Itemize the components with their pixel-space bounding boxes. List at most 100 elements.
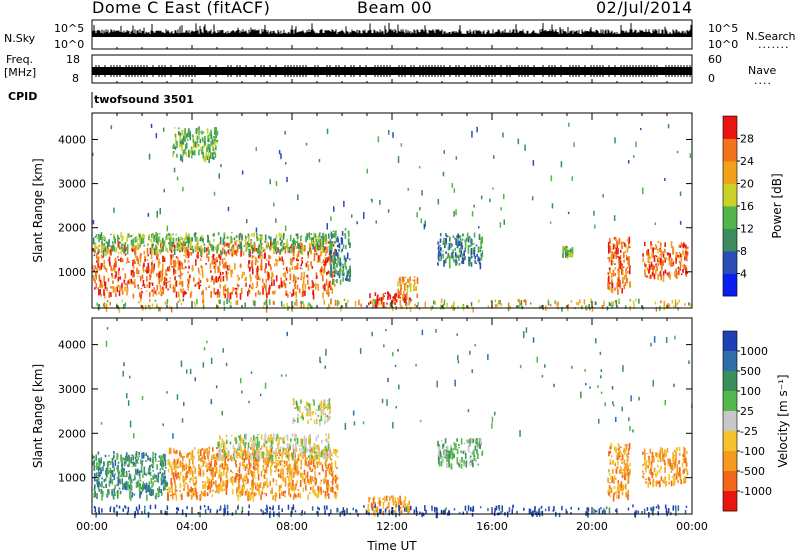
- power-cell: [402, 293, 404, 300]
- velocity-cell: [134, 463, 137, 468]
- velocity-cell: [448, 450, 451, 458]
- velocity-cell: [612, 460, 614, 465]
- power-cell: [678, 244, 681, 248]
- power-cell: [247, 264, 250, 269]
- velocity-speckle: [127, 506, 130, 513]
- power-cell: [241, 271, 244, 274]
- power-cell: [612, 270, 615, 277]
- velocity-speckle: [685, 505, 688, 508]
- velocity-cell: [110, 469, 113, 475]
- velocity-cell: [244, 454, 246, 457]
- power-cell: [217, 266, 219, 273]
- power-cell: [471, 239, 473, 246]
- velocity-cell: [141, 486, 143, 490]
- velocity-cell: [299, 416, 302, 419]
- velocity-cell: [244, 494, 247, 496]
- power-cell: [376, 296, 379, 304]
- power-cell: [462, 233, 464, 237]
- power-speckle: [676, 302, 679, 305]
- freq-tick-bottom: 8: [72, 72, 79, 85]
- cpid-label: CPID: [8, 90, 38, 103]
- power-speckle: [493, 155, 495, 159]
- power-cell: [98, 244, 101, 247]
- velocity-cell: [128, 473, 131, 477]
- velocity-cell: [612, 495, 615, 502]
- velocity-speckle: [278, 505, 280, 511]
- power-cell: [213, 287, 216, 294]
- velocity-cell: [172, 462, 174, 465]
- power-cell: [229, 249, 232, 252]
- power-cell: [369, 293, 371, 299]
- power-cell: [250, 239, 252, 241]
- power-cell: [108, 291, 110, 298]
- velocity-cell: [253, 484, 255, 487]
- power-cell: [279, 284, 281, 289]
- velocity-cell: [643, 448, 646, 455]
- power-cell: [460, 241, 463, 247]
- power-speckle: [366, 168, 368, 174]
- power-speckle: [518, 305, 520, 308]
- power-speckle: [440, 301, 443, 304]
- power-cell: [210, 291, 212, 298]
- velocity-cell: [684, 454, 686, 458]
- power-cell: [266, 271, 269, 275]
- power-cell: [312, 293, 315, 300]
- velocity-cell: [212, 467, 214, 474]
- power-speckle: [280, 153, 282, 160]
- velocity-cell: [212, 473, 214, 480]
- power-cell: [169, 246, 171, 251]
- power-speckle: [446, 302, 448, 307]
- power-cell: [318, 255, 321, 263]
- power-cell: [458, 248, 461, 254]
- power-cell: [240, 289, 243, 292]
- velocity-cell: [264, 469, 266, 473]
- power-cell: [295, 241, 298, 244]
- power-cell: [623, 259, 626, 263]
- power-cell: [196, 255, 199, 259]
- velocity-cell: [295, 443, 297, 449]
- power-cell: [172, 152, 174, 157]
- power-cell: [256, 275, 258, 279]
- velocity-cell: [328, 398, 331, 406]
- power-cell: [439, 244, 441, 247]
- velocity-cell: [284, 452, 287, 455]
- power-cell: [196, 282, 198, 286]
- power-cell: [153, 287, 155, 294]
- power-cell: [273, 249, 275, 254]
- power-speckle: [480, 195, 483, 200]
- velocity-cell: [144, 472, 146, 476]
- power-cell: [216, 291, 219, 295]
- power-cell: [295, 233, 298, 237]
- power-cell: [569, 251, 571, 257]
- velocity-cell: [231, 471, 234, 474]
- power-cell: [214, 127, 216, 131]
- power-cell: [330, 271, 332, 277]
- velocity-cell: [162, 461, 165, 468]
- power-cell: [677, 254, 679, 258]
- power-cell: [404, 300, 407, 302]
- power-cell: [255, 267, 258, 274]
- power-cell: [339, 261, 342, 267]
- velocity-cell: [608, 481, 611, 484]
- velocity-cell: [255, 467, 257, 471]
- power-cell: [300, 263, 303, 267]
- velocity-cell: [278, 460, 281, 463]
- power-speckle: [611, 304, 613, 309]
- power-cell: [130, 239, 133, 245]
- power-cell: [315, 246, 318, 254]
- power-speckle: [442, 171, 445, 177]
- velocity-cell: [670, 466, 672, 470]
- velocity-cell: [209, 481, 212, 487]
- velocity-cell: [125, 481, 128, 484]
- velocity-cell: [683, 446, 685, 450]
- velocity-cell: [664, 468, 666, 474]
- velocity-cell: [178, 465, 180, 469]
- power-cell: [214, 292, 217, 295]
- velocity-cell: [308, 467, 311, 469]
- velocity-cell: [182, 467, 185, 471]
- power-speckle: [453, 307, 456, 311]
- velocity-cell: [286, 439, 289, 441]
- power-cell: [349, 274, 351, 282]
- power-cell: [132, 281, 135, 285]
- power-cell: [249, 267, 251, 270]
